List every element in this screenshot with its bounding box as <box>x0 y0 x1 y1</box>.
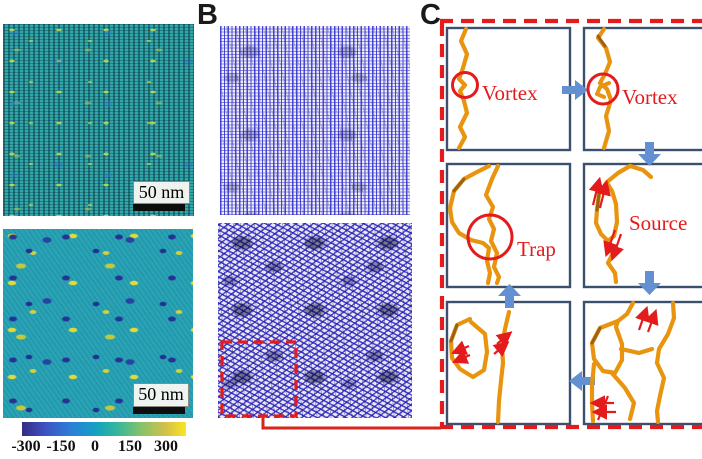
trap-circle <box>466 213 514 261</box>
colorbar-tick: -300 <box>11 438 41 455</box>
scale-bar-label-top: 50 nm <box>133 181 190 204</box>
frame-vortex-1 <box>445 26 572 152</box>
trap-label: Trap <box>517 237 556 261</box>
lattice-mesh-top-image <box>220 26 410 215</box>
filament-shading <box>449 34 607 345</box>
red-dashed-border <box>439 18 702 430</box>
schematic-frames <box>445 26 702 426</box>
colorbar-tick: -150 <box>46 438 76 455</box>
flow-arrows <box>498 80 661 391</box>
frame-loop-left <box>445 300 572 426</box>
arrow-down-icon <box>638 271 661 295</box>
quiver-map-image: 50 nm <box>3 24 194 216</box>
colorbar-tick: 150 <box>118 438 142 455</box>
vortex-circle-2 <box>586 72 620 106</box>
annotation-circles <box>451 71 620 261</box>
frame-source <box>582 162 702 289</box>
arrow-left-icon <box>569 371 595 391</box>
frame-trap <box>445 162 572 289</box>
arrow-up-icon <box>498 284 521 308</box>
colorbar-tick: 300 <box>154 438 178 455</box>
strain-map-image: 50 nm <box>3 229 193 418</box>
arrow-down-icon <box>638 142 661 166</box>
colorbar-tick: 0 <box>91 438 99 455</box>
frame-vortex-2 <box>582 26 702 152</box>
colorbar-gradient <box>22 422 186 436</box>
panel-b-label: B <box>197 0 218 31</box>
scale-bar-bottom <box>133 407 185 414</box>
scale-bar-top <box>133 204 185 211</box>
vortex-label-1: Vortex <box>482 81 538 105</box>
vortex-circle-1 <box>451 71 479 99</box>
arrow-right-icon <box>562 80 588 100</box>
source-label: Source <box>629 211 687 235</box>
lattice-mesh-bottom-image <box>218 223 412 418</box>
panel-c-label: C <box>420 0 441 31</box>
scale-bar-label-bottom: 50 nm <box>133 383 189 407</box>
frame-loop-right <box>582 300 702 426</box>
vortex-label-2: Vortex <box>622 85 678 109</box>
slip-arrows <box>450 176 659 421</box>
dislocation-filaments <box>447 26 677 425</box>
